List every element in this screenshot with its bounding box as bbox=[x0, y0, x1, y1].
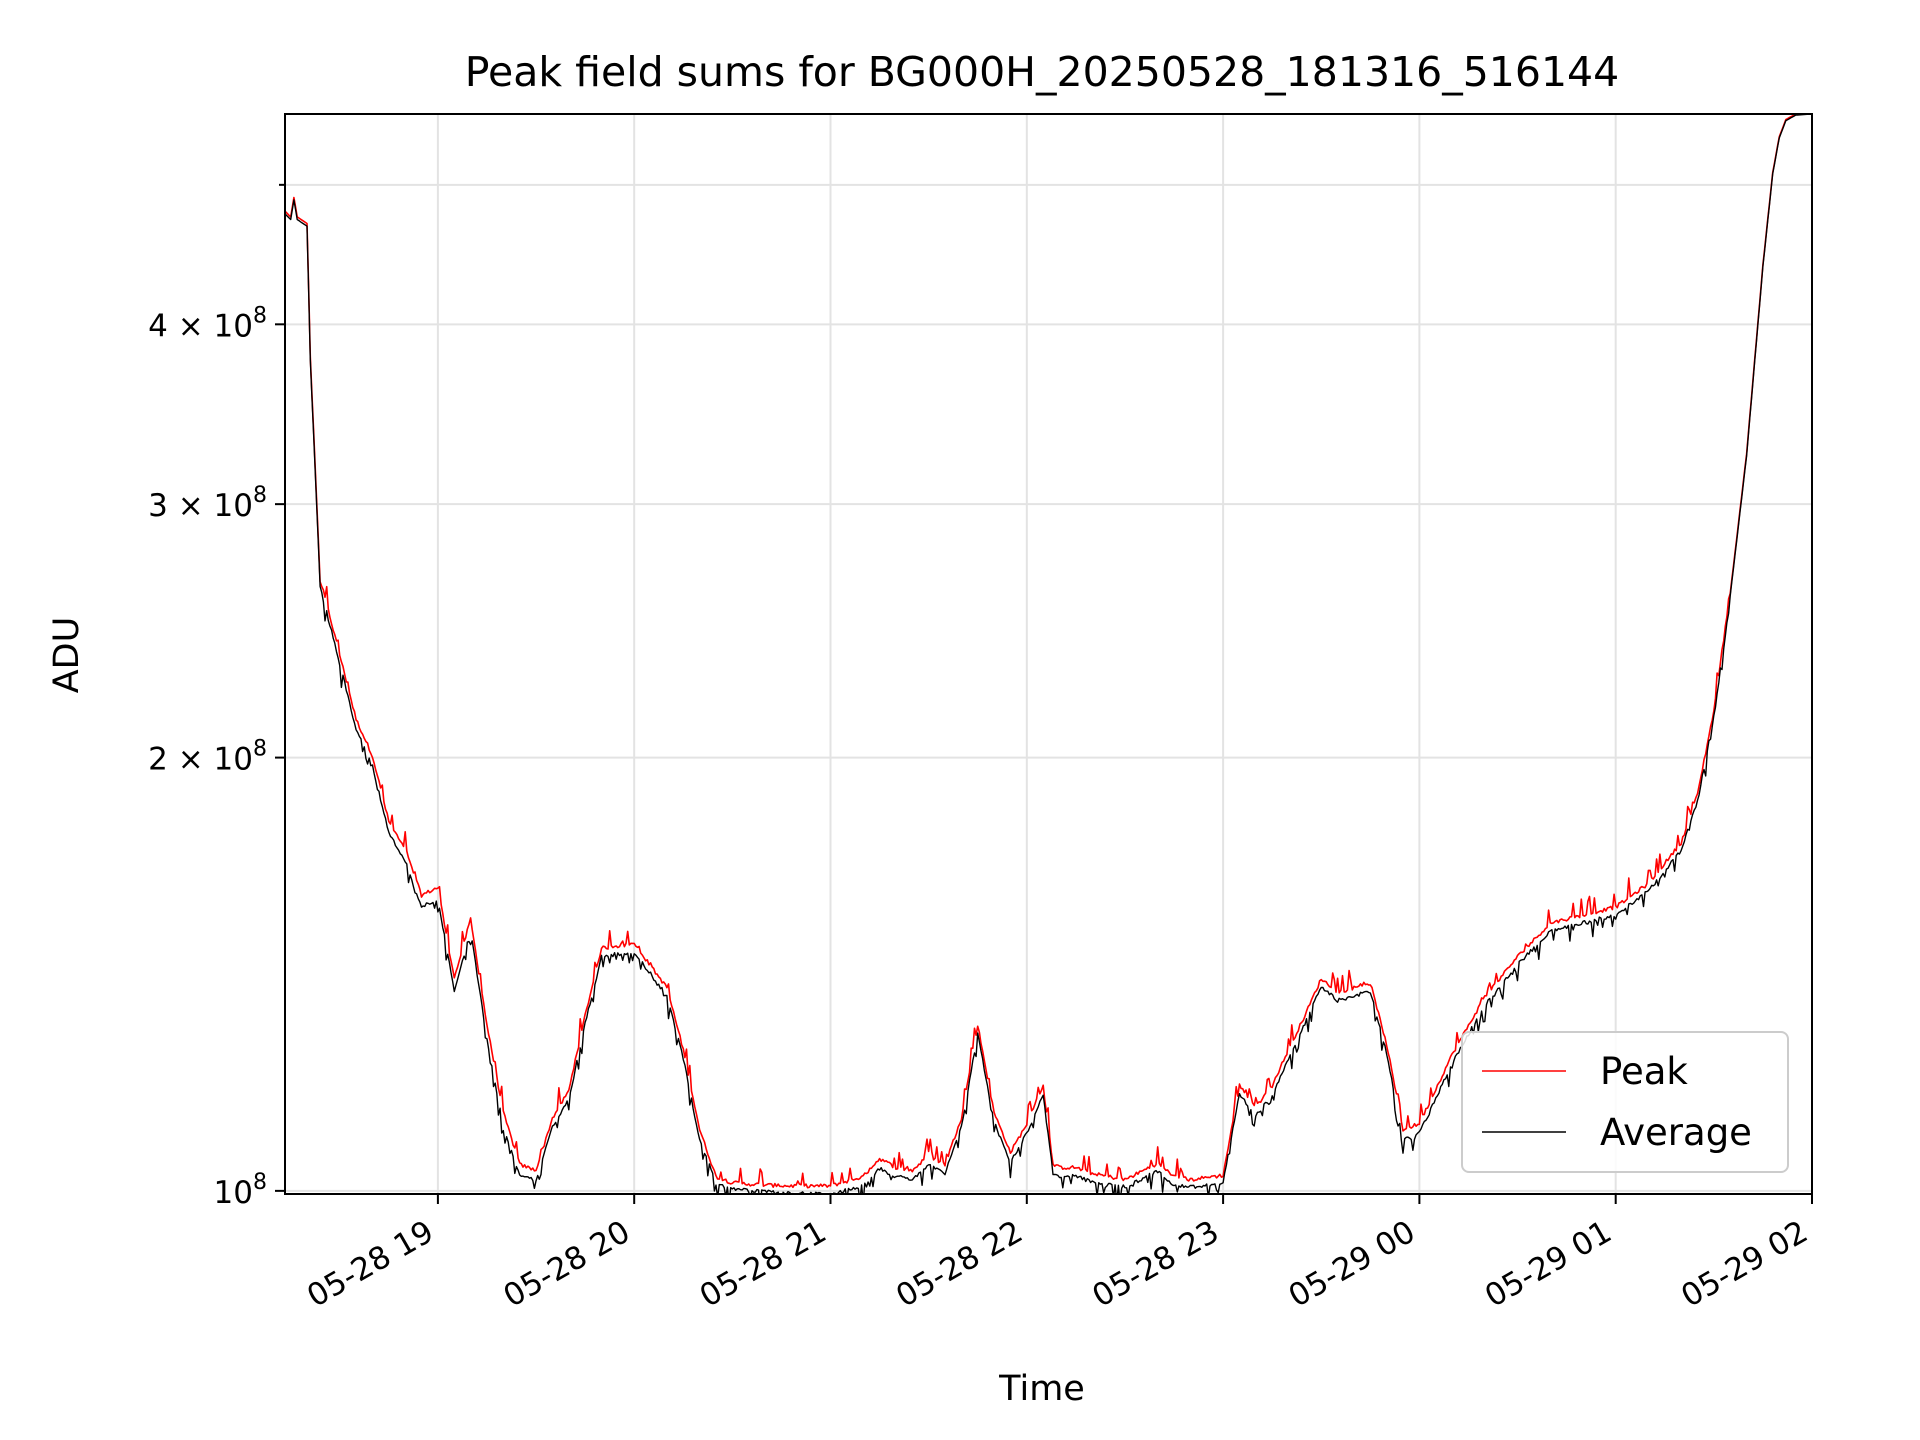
legend-box bbox=[1461, 1031, 1789, 1173]
x-tick-label: 05-28 22 bbox=[890, 1214, 1029, 1315]
x-tick-label: 05-28 23 bbox=[1086, 1214, 1225, 1315]
y-tick-label: 2 × 108 bbox=[148, 737, 267, 778]
plot-area bbox=[285, 114, 1812, 1194]
y-tick-label: 4 × 108 bbox=[148, 303, 267, 344]
x-tick-label: 05-28 20 bbox=[497, 1214, 636, 1315]
legend: Peak Average bbox=[1461, 1031, 1789, 1173]
x-tick-label: 05-29 01 bbox=[1479, 1214, 1618, 1315]
y-tick-label: 108 bbox=[214, 1170, 267, 1211]
x-tick-label: 05-29 02 bbox=[1675, 1214, 1814, 1315]
legend-label-average: Average bbox=[1600, 1111, 1752, 1154]
y-axis-label: ADU bbox=[47, 617, 87, 694]
x-axis: 05-28 19 05-28 20 05-28 21 05-28 22 05-28 23… bbox=[301, 1194, 1814, 1315]
plot-frame bbox=[284, 113, 1813, 1195]
y-axis: 108 2 × 108 3 × 108 4 × 108 bbox=[148, 183, 285, 1211]
chart-title: Peak field sums for BG000H_20250528_1813… bbox=[465, 48, 1619, 96]
x-tick-label: 05-28 21 bbox=[694, 1214, 833, 1315]
series-line-peak bbox=[285, 114, 1812, 1189]
x-axis-label: Time bbox=[998, 1369, 1085, 1409]
x-tick-label: 05-28 19 bbox=[301, 1214, 440, 1315]
y-tick-label: 3 × 108 bbox=[148, 483, 267, 524]
legend-label-peak: Peak bbox=[1600, 1050, 1688, 1093]
series-line-average bbox=[285, 114, 1812, 1194]
x-tick-label: 05-29 00 bbox=[1283, 1214, 1422, 1315]
grid-lines bbox=[285, 114, 1813, 1194]
